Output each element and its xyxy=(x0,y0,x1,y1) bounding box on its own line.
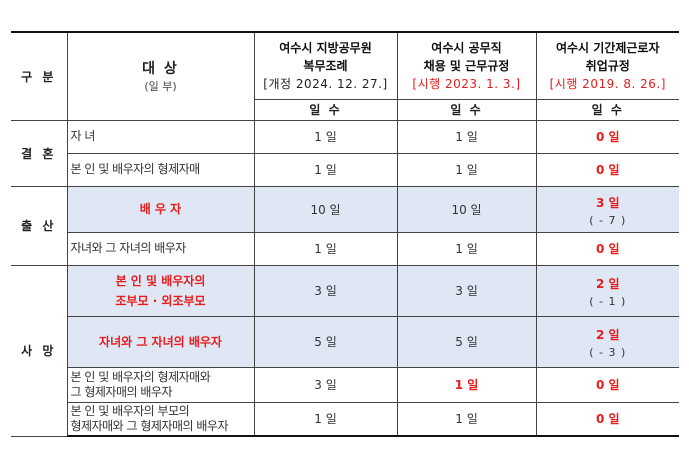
row-target: 자 녀 xyxy=(66,119,255,154)
header-subject: 대 상 (일 부) xyxy=(66,31,255,121)
col1-title-line1: 여수시 지방공무원 xyxy=(279,40,372,55)
row-value-col3: 3 일 ( - 7 ) xyxy=(535,185,679,233)
col2-date: [시행 2023. 1. 3.] xyxy=(412,76,521,91)
row-value-col3: 2 일 ( - 1 ) xyxy=(535,264,679,317)
row-target-line1: 본 인 및 배우자의 부모의 xyxy=(70,403,190,418)
row-target: 본 인 및 배우자의 부모의 형제자매와 그 형제자매의 배우자 xyxy=(66,401,255,437)
col1-date: [개정 2024. 12. 27.] xyxy=(263,76,388,91)
unit-col1: 일 수 xyxy=(253,98,398,121)
row-value-col3: 0 일 xyxy=(535,401,679,437)
row-target-line1: 본 인 및 배우자의 형제자매와 xyxy=(70,369,211,384)
col3-title-line1: 여수시 기간제근로자 xyxy=(555,40,660,55)
row-target-highlighted: 배 우 자 xyxy=(66,185,255,233)
row-value-col3: 0 일 xyxy=(535,119,679,154)
header-subject-label: 대 상 xyxy=(142,61,179,78)
row-value-col1: 1 일 xyxy=(253,231,398,266)
row-value-col1: 3 일 xyxy=(253,264,398,317)
row-target: 자녀와 그 자녀의 배우자 xyxy=(66,231,255,266)
row-value-col3-main: 2 일 xyxy=(595,277,620,291)
row-value-col1: 10 일 xyxy=(253,185,398,233)
row-value-col3-diff: ( - 3 ) xyxy=(589,346,627,359)
header-subject-sub: (일 부) xyxy=(144,80,177,94)
row-value-col2: 3 일 xyxy=(396,264,537,317)
header-col3: 여수시 기간제근로자 취업규정 [시행 2019. 8. 26.] xyxy=(535,31,679,100)
category-marriage: 결 혼 xyxy=(11,119,68,187)
row-value-col3: 0 일 xyxy=(535,366,679,403)
col3-title-line2: 취업규정 xyxy=(585,58,630,73)
row-value-col3: 0 일 xyxy=(535,231,679,266)
header-col1: 여수시 지방공무원 복무조례 [개정 2024. 12. 27.] xyxy=(253,31,398,100)
col2-title-line2: 채용 및 근무규정 xyxy=(423,58,510,73)
row-value-col1: 5 일 xyxy=(253,315,398,368)
row-value-col2: 1 일 xyxy=(396,401,537,437)
row-target: 본 인 및 배우자의 형제자매 xyxy=(66,152,255,187)
row-target-line2: 형제자매와 그 형제자매의 배우자 xyxy=(70,418,229,433)
row-value-col1: 1 일 xyxy=(253,119,398,154)
row-value-col1: 3 일 xyxy=(253,366,398,403)
row-target-highlighted: 본 인 및 배우자의 조부모 · 외조부모 xyxy=(66,264,255,317)
row-value-col3: 0 일 xyxy=(535,152,679,187)
row-value-col3: 2 일 ( - 3 ) xyxy=(535,315,679,368)
row-target-line2: 조부모 · 외조부모 xyxy=(115,293,206,308)
unit-col3: 일 수 xyxy=(535,98,679,121)
row-value-col3-main: 3 일 xyxy=(595,195,620,210)
row-target: 본 인 및 배우자의 형제자매와 그 형제자매의 배우자 xyxy=(66,366,255,403)
category-death: 사 망 xyxy=(11,264,68,437)
row-target-line1: 본 인 및 배우자의 xyxy=(115,273,206,288)
unit-col2: 일 수 xyxy=(396,98,537,121)
leave-comparison-table: 구 분 대 상 (일 부) 여수시 지방공무원 복무조례 [개정 2024. 1… xyxy=(11,31,679,437)
row-target-line2: 그 형제자매의 배우자 xyxy=(70,384,173,399)
row-value-col2: 1 일 xyxy=(396,231,537,266)
row-value-col1: 1 일 xyxy=(253,401,398,437)
col3-date: [시행 2019. 8. 26.] xyxy=(549,76,666,91)
header-col2: 여수시 공무직 채용 및 근무규정 [시행 2023. 1. 3.] xyxy=(396,31,537,100)
row-value-col2: 10 일 xyxy=(396,185,537,233)
row-value-col3-main: 2 일 xyxy=(595,328,620,342)
row-value-col2: 5 일 xyxy=(396,315,537,368)
row-value-col2-highlighted: 1 일 xyxy=(396,366,537,403)
col1-title-line2: 복무조례 xyxy=(303,58,348,73)
col2-title-line1: 여수시 공무직 xyxy=(431,40,502,55)
row-value-col1: 1 일 xyxy=(253,152,398,187)
row-target-highlighted: 자녀와 그 자녀의 배우자 xyxy=(66,315,255,368)
row-value-col2: 1 일 xyxy=(396,152,537,187)
row-value-col3-diff: ( - 7 ) xyxy=(589,213,627,227)
row-value-col3-diff: ( - 1 ) xyxy=(589,295,627,308)
category-birth: 출 산 xyxy=(11,185,68,266)
header-category: 구 분 xyxy=(11,31,68,121)
row-value-col2: 1 일 xyxy=(396,119,537,154)
